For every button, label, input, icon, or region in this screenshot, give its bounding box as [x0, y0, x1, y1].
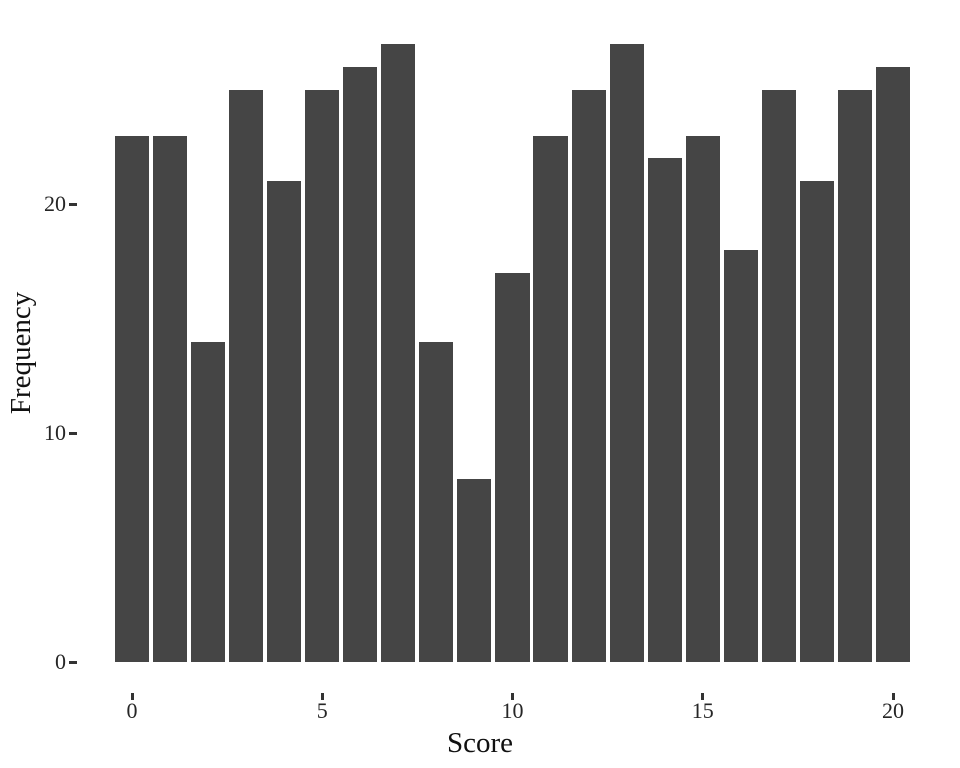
y-tick-label-10: 10: [44, 420, 66, 446]
bar-x2: [191, 341, 226, 662]
bar-x11: [533, 135, 568, 662]
bar-x17: [761, 89, 796, 663]
bar-x4: [267, 181, 302, 662]
y-tick-label-0: 0: [55, 649, 66, 674]
x-axis-title: Score: [446, 727, 514, 759]
bar-x3: [229, 89, 264, 663]
x-tick-label-20: 20: [882, 698, 904, 723]
x-tick-label-0: 0: [126, 698, 138, 723]
bar-x15: [685, 135, 720, 662]
bar-x13: [609, 44, 644, 662]
x-tick-label-15: 15: [691, 698, 714, 723]
bar-x0: [114, 135, 150, 662]
y-tick-label-20: 20: [44, 191, 66, 217]
y-axis-title: Frequency: [5, 291, 37, 415]
y-tick-mark-10: [69, 431, 77, 435]
x-tick-mark-20: [891, 693, 895, 700]
bar-x9: [457, 478, 492, 662]
y-tick-mark-0: [69, 660, 77, 664]
bar-x1: [152, 135, 188, 662]
y-tick-mark-20: [69, 202, 77, 206]
bar-x10: [495, 272, 530, 662]
x-tick-mark-5: [320, 693, 324, 700]
bar-x16: [723, 250, 758, 662]
bar-x6: [343, 66, 378, 662]
bar-x18: [799, 181, 834, 662]
bar-x20: [875, 66, 911, 662]
x-tick-label-10: 10: [501, 698, 524, 723]
bar-x7: [381, 44, 416, 662]
x-tick-mark-0: [130, 693, 134, 700]
x-tick-label-5: 5: [316, 698, 328, 723]
bar-x19: [837, 89, 872, 663]
bar-x5: [305, 89, 340, 663]
x-tick-mark-10: [511, 693, 514, 700]
bar-x14: [647, 158, 682, 662]
x-tick-mark-15: [701, 693, 705, 700]
bar-x12: [571, 89, 606, 663]
bar-x8: [419, 341, 454, 662]
